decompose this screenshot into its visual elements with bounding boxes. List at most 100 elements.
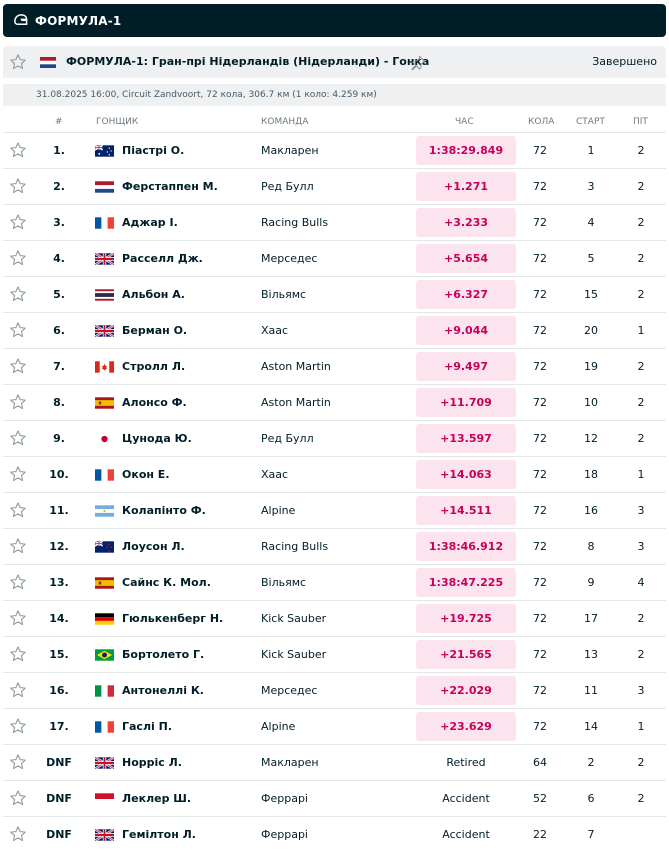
driver-name[interactable]: Алонсо Ф. <box>122 396 187 409</box>
favorite-star-icon[interactable] <box>9 573 27 591</box>
team-name: Aston Martin <box>261 396 331 409</box>
position: 12. <box>49 540 69 553</box>
driver-name[interactable]: Колапінто Ф. <box>122 504 206 517</box>
laps: 72 <box>533 180 547 193</box>
favorite-star-icon[interactable] <box>9 141 27 159</box>
favorite-star-icon[interactable] <box>9 609 27 627</box>
favorite-star-icon[interactable] <box>9 789 27 807</box>
col-pit: ПІТ <box>633 117 648 127</box>
favorite-star-icon[interactable] <box>9 177 27 195</box>
driver-name[interactable]: Гюлькенберг Н. <box>122 612 224 625</box>
driver-name[interactable]: Стролл Л. <box>122 360 186 373</box>
start-position: 11 <box>584 684 598 697</box>
france-flag-icon <box>95 721 114 733</box>
driver-name[interactable]: Леклер Ш. <box>122 792 192 805</box>
table-row[interactable]: 7. Стролл Л. Aston Martin +9.497 72 19 2 <box>3 348 666 384</box>
table-row[interactable]: 11. Колапінто Ф. Alpine +14.511 72 16 3 <box>3 492 666 528</box>
driver-name[interactable]: Ферстаппен М. <box>122 180 218 193</box>
event-title[interactable]: ФОРМУЛА-1: Гран-прі Нідерландів (Нідерла… <box>66 55 430 68</box>
race-time: 1:38:46.912 <box>416 532 516 561</box>
table-row[interactable]: 13. Сайнс К. Мол. Вільямс 1:38:47.225 72 9 4 <box>3 564 666 600</box>
position: 17. <box>49 720 69 733</box>
driver-name[interactable]: Окон Е. <box>122 468 170 481</box>
position: 3. <box>53 216 65 229</box>
start-position: 17 <box>584 612 598 625</box>
race-time: +23.629 <box>416 712 516 741</box>
helmet-icon <box>13 13 28 28</box>
favorite-star-icon[interactable] <box>9 681 27 699</box>
position: DNF <box>46 828 72 841</box>
favorite-star-icon[interactable] <box>9 645 27 663</box>
favorite-star-icon[interactable] <box>9 285 27 303</box>
table-row[interactable]: 12. Лоусон Л. Racing Bulls 1:38:46.912 72 8 3 <box>3 528 666 564</box>
favorite-star-icon[interactable] <box>9 357 27 375</box>
favorite-star-icon[interactable] <box>9 53 27 71</box>
favorite-star-icon[interactable] <box>9 465 27 483</box>
table-row[interactable]: 1. Піастрі О. Макларен 1:38:29.849 72 1 2 <box>3 132 666 168</box>
driver-name[interactable]: Гаслі П. <box>122 720 172 733</box>
sport-header-bar[interactable]: ФОРМУЛА-1 <box>3 4 666 37</box>
table-row[interactable]: 15. Бортолето Г. Kick Sauber +21.565 72 13 2 <box>3 636 666 672</box>
table-row[interactable]: DNF Леклер Ш. Феррарі Accident 52 6 2 <box>3 780 666 816</box>
germany-flag-icon <box>95 613 114 625</box>
favorite-star-icon[interactable] <box>9 753 27 771</box>
team-name: Ред Булл <box>261 432 314 445</box>
position: 16. <box>49 684 69 697</box>
table-row[interactable]: 4. Расселл Дж. Мерседес +5.654 72 5 2 <box>3 240 666 276</box>
favorite-star-icon[interactable] <box>9 429 27 447</box>
table-row[interactable]: 17. Гаслі П. Alpine +23.629 72 14 1 <box>3 708 666 744</box>
event-status: Завершено <box>592 55 657 68</box>
driver-name[interactable]: Расселл Дж. <box>122 252 203 265</box>
table-row[interactable]: 2. Ферстаппен М. Ред Булл +1.271 72 3 2 <box>3 168 666 204</box>
driver-name[interactable]: Піастрі О. <box>122 144 185 157</box>
table-row[interactable]: 16. Антонеллі К. Мерседес +22.029 72 11 3 <box>3 672 666 708</box>
pit-stops: 2 <box>637 180 645 193</box>
table-row[interactable]: 6. Берман О. Хаас +9.044 72 20 1 <box>3 312 666 348</box>
favorite-star-icon[interactable] <box>9 393 27 411</box>
driver-name[interactable]: Аджар І. <box>122 216 178 229</box>
driver-name[interactable]: Альбон А. <box>122 288 185 301</box>
driver-name[interactable]: Гемілтон Л. <box>122 828 196 841</box>
table-row[interactable]: 10. Окон Е. Хаас +14.063 72 18 1 <box>3 456 666 492</box>
driver-name[interactable]: Лоусон Л. <box>122 540 185 553</box>
favorite-star-icon[interactable] <box>9 825 27 843</box>
team-name: Вільямс <box>261 576 307 589</box>
pit-stops: 1 <box>637 720 645 733</box>
pin-icon[interactable] <box>409 54 427 76</box>
sport-title[interactable]: ФОРМУЛА-1 <box>35 13 122 28</box>
position: 15. <box>49 648 69 661</box>
table-row[interactable]: 14. Гюлькенберг Н. Kick Sauber +19.725 72 17 2 <box>3 600 666 636</box>
table-row[interactable]: 8. Алонсо Ф. Aston Martin +11.709 72 10 2 <box>3 384 666 420</box>
start-position: 19 <box>584 360 598 373</box>
favorite-star-icon[interactable] <box>9 717 27 735</box>
race-time: Retired <box>446 756 486 769</box>
col-start: СТАРТ <box>576 117 605 127</box>
table-row[interactable]: 3. Аджар І. Racing Bulls +3.233 72 4 2 <box>3 204 666 240</box>
pit-stops: 2 <box>637 432 645 445</box>
favorite-star-icon[interactable] <box>9 537 27 555</box>
start-position: 2 <box>587 756 595 769</box>
favorite-star-icon[interactable] <box>9 249 27 267</box>
favorite-star-icon[interactable] <box>9 321 27 339</box>
table-row[interactable]: DNF Гемілтон Л. Феррарі Accident 22 7 <box>3 816 666 852</box>
table-row[interactable]: 9. Цунода Ю. Ред Булл +13.597 72 12 2 <box>3 420 666 456</box>
pit-stops: 2 <box>637 792 645 805</box>
position: 10. <box>49 468 69 481</box>
driver-name[interactable]: Бортолето Г. <box>122 648 205 661</box>
driver-name[interactable]: Норріс Л. <box>122 756 182 769</box>
table-row[interactable]: 5. Альбон А. Вільямс +6.327 72 15 2 <box>3 276 666 312</box>
start-position: 20 <box>584 324 598 337</box>
team-name: Kick Sauber <box>261 648 327 661</box>
favorite-star-icon[interactable] <box>9 501 27 519</box>
laps: 72 <box>533 144 547 157</box>
table-row[interactable]: DNF Норріс Л. Макларен Retired 64 2 2 <box>3 744 666 780</box>
driver-name[interactable]: Антонеллі К. <box>122 684 204 697</box>
favorite-star-icon[interactable] <box>9 213 27 231</box>
start-position: 3 <box>587 180 595 193</box>
driver-name[interactable]: Цунода Ю. <box>122 432 192 445</box>
team-name: Racing Bulls <box>261 216 329 229</box>
driver-name[interactable]: Берман О. <box>122 324 188 337</box>
laps: 72 <box>533 504 547 517</box>
driver-name[interactable]: Сайнс К. Мол. <box>122 576 211 589</box>
table-header: # ГОНЩИК КОМАНДА ЧАС КОЛА СТАРТ ПІТ <box>3 112 666 132</box>
